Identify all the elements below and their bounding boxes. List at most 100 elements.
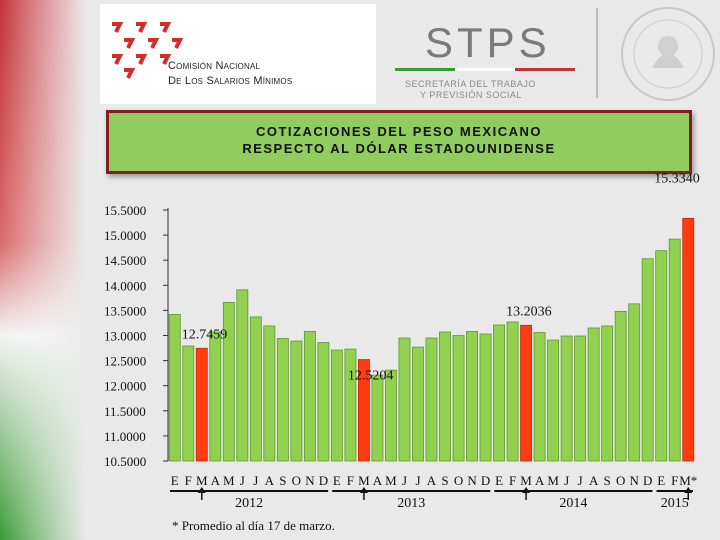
x-tick-label: F bbox=[347, 473, 354, 488]
stps-divider bbox=[395, 68, 575, 71]
data-label: 15.3340 bbox=[654, 171, 700, 186]
x-tick-label: D bbox=[319, 473, 328, 488]
x-tick-label: A bbox=[265, 473, 275, 488]
x-tick-label: J bbox=[415, 473, 420, 488]
cnsm-logo-icon bbox=[112, 22, 184, 79]
bar bbox=[371, 374, 384, 462]
bar bbox=[263, 325, 276, 462]
bar bbox=[398, 337, 411, 462]
x-tick-label: N bbox=[305, 473, 315, 488]
x-tick-label: E bbox=[171, 473, 179, 488]
bar bbox=[412, 346, 424, 462]
bar bbox=[330, 349, 343, 462]
x-tick-label: F bbox=[671, 473, 678, 488]
y-tick-label: 10.5000 bbox=[104, 454, 146, 469]
x-tick-label: M bbox=[520, 473, 532, 488]
x-tick-label: J bbox=[253, 473, 258, 488]
y-tick-label: 11.0000 bbox=[104, 429, 146, 444]
x-tick-label: A bbox=[535, 473, 545, 488]
bar bbox=[479, 333, 492, 462]
bar bbox=[601, 325, 614, 462]
cnsm-line1: Comisión Nacional bbox=[168, 60, 261, 72]
bar bbox=[587, 327, 600, 462]
x-tick-label: S bbox=[604, 473, 611, 488]
y-tick-label: 12.0000 bbox=[104, 379, 146, 394]
bar bbox=[614, 311, 627, 462]
y-tick-label: 11.5000 bbox=[104, 404, 146, 419]
x-tick-label: M bbox=[196, 473, 208, 488]
x-tick-label: F bbox=[185, 473, 192, 488]
chart-title: COTIZACIONES DEL PESO MEXICANO RESPECTO … bbox=[109, 123, 689, 157]
stps-sub-line1: SECRETARÍA DEL TRABAJO bbox=[405, 79, 536, 89]
x-tick-label: M bbox=[385, 473, 397, 488]
bar bbox=[249, 316, 262, 462]
bar bbox=[385, 369, 397, 462]
y-tick-label: 13.5000 bbox=[104, 303, 146, 318]
stps-subtitle: SECRETARÍA DEL TRABAJO Y PREVISIÓN SOCIA… bbox=[405, 79, 536, 101]
chart-footnote: * Promedio al día 17 de marzo. bbox=[172, 518, 335, 533]
cnsm-name: Comisión Nacional De Los Salarios Mínimo… bbox=[68, 59, 292, 89]
x-tick-label: J bbox=[578, 473, 583, 488]
year-label: 2014 bbox=[559, 496, 587, 511]
y-tick-label: 13.0000 bbox=[104, 329, 146, 344]
x-tick-label: M bbox=[358, 473, 370, 488]
x-tick-label: A bbox=[589, 473, 599, 488]
bar bbox=[303, 331, 316, 462]
bar bbox=[317, 342, 330, 462]
bar bbox=[520, 324, 533, 462]
x-tick-label: J bbox=[240, 473, 245, 488]
stps-logo-text: STPS bbox=[425, 19, 551, 66]
bar bbox=[344, 348, 357, 462]
coat-of-arms-icon bbox=[621, 7, 715, 101]
bar bbox=[452, 335, 465, 462]
bar bbox=[628, 303, 641, 462]
data-label: 13.2036 bbox=[506, 304, 551, 319]
year-label: 2013 bbox=[397, 496, 425, 511]
x-tick-label: O bbox=[454, 473, 463, 488]
bar bbox=[560, 335, 573, 462]
x-tick-label: E bbox=[333, 473, 341, 488]
bar bbox=[222, 301, 235, 462]
x-tick-label: M* bbox=[679, 473, 697, 488]
bar bbox=[655, 250, 668, 462]
bar bbox=[425, 337, 438, 462]
bar bbox=[641, 258, 654, 462]
bar bbox=[574, 335, 587, 462]
chart-title-line1: COTIZACIONES DEL PESO MEXICANO bbox=[255, 124, 542, 139]
bar bbox=[506, 321, 519, 462]
x-tick-label: S bbox=[441, 473, 448, 488]
y-tick-label: 14.0000 bbox=[104, 278, 146, 293]
x-tick-label: E bbox=[495, 473, 503, 488]
bar bbox=[195, 347, 208, 462]
data-label: 12.5204 bbox=[348, 369, 394, 384]
bar bbox=[668, 238, 681, 462]
x-tick-label: A bbox=[211, 473, 221, 488]
chart-title-line2: RESPECTO AL DÓLAR ESTADOUNIDENSE bbox=[242, 141, 556, 156]
bar bbox=[182, 345, 195, 462]
bar bbox=[236, 289, 249, 462]
x-tick-label: F bbox=[509, 473, 516, 488]
x-tick-label: D bbox=[481, 473, 490, 488]
cnsm-line2: De Los Salarios Mínimos bbox=[168, 75, 293, 87]
data-label: 12.7459 bbox=[182, 327, 228, 342]
bar bbox=[533, 332, 546, 462]
bar bbox=[439, 331, 451, 462]
x-tick-label: M bbox=[547, 473, 559, 488]
chart-title-box: COTIZACIONES DEL PESO MEXICANO RESPECTO … bbox=[106, 110, 692, 174]
y-tick-label: 12.5000 bbox=[104, 354, 146, 369]
year-label: 2015 bbox=[661, 496, 689, 511]
bar bbox=[547, 339, 560, 462]
bar bbox=[682, 217, 695, 462]
x-tick-label: D bbox=[643, 473, 652, 488]
x-tick-label: O bbox=[292, 473, 301, 488]
x-tick-label: N bbox=[629, 473, 639, 488]
bar bbox=[290, 340, 303, 462]
bar bbox=[209, 331, 222, 462]
bar bbox=[466, 331, 478, 462]
x-tick-label: O bbox=[616, 473, 625, 488]
y-tick-label: 15.5000 bbox=[104, 203, 146, 218]
x-tick-label: J bbox=[402, 473, 407, 488]
bar bbox=[276, 338, 289, 462]
stps-sub-line2: Y PREVISIÓN SOCIAL bbox=[420, 90, 522, 100]
y-tick-label: 15.0000 bbox=[104, 228, 146, 243]
